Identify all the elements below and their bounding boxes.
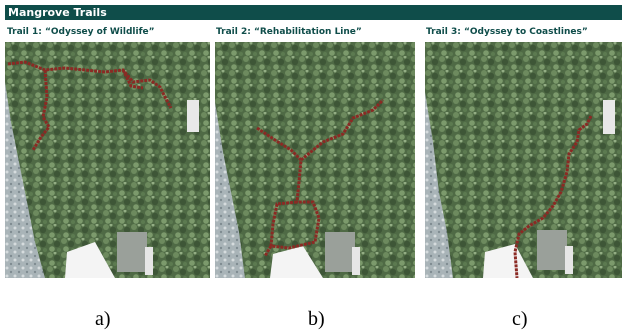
- map-panel: [425, 42, 622, 278]
- panel-title: Trail 1: “Odyssey of Wildlife”: [7, 27, 155, 37]
- page: Mangrove Trails Trail 1: “Odyssey of Wil…: [0, 0, 624, 335]
- panel-title: Trail 2: “Rehabilitation Line”: [216, 27, 362, 37]
- panel-label: c): [512, 308, 528, 331]
- panel-label: b): [308, 308, 325, 331]
- panel-title: Trail 3: “Odyssey to Coastlines”: [426, 27, 588, 37]
- map-panel: [5, 42, 210, 278]
- header-title: Mangrove Trails: [5, 5, 622, 20]
- map-panel: [215, 42, 415, 278]
- panel-label: a): [95, 308, 111, 331]
